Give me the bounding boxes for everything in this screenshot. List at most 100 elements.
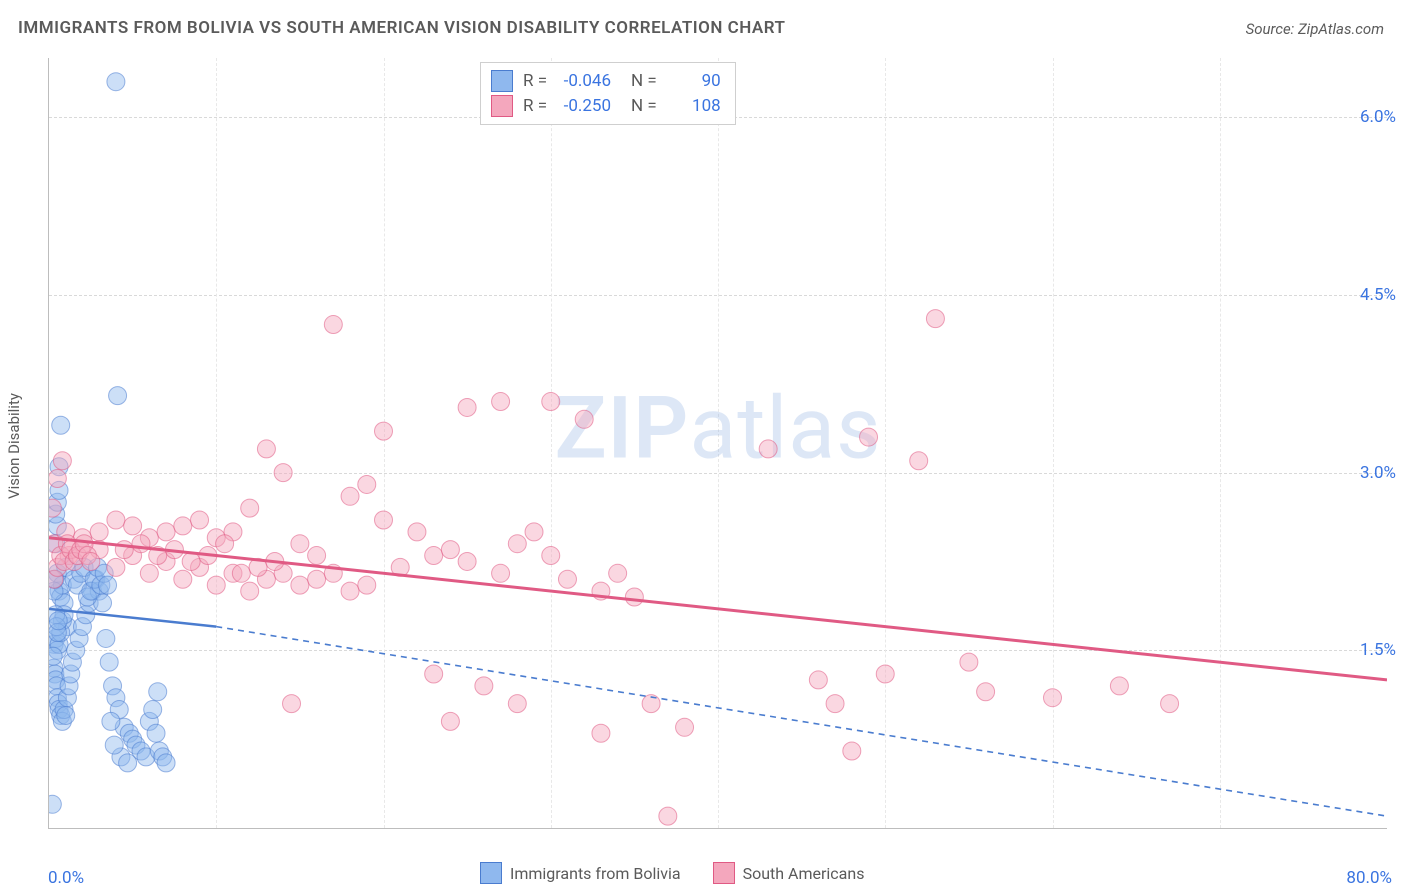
data-point (441, 541, 459, 559)
data-point (659, 807, 677, 825)
data-point (308, 570, 326, 588)
x-tick-label: 80.0% (1346, 868, 1392, 888)
legend-label: South Americans (743, 864, 865, 883)
data-point (475, 677, 493, 695)
data-point (107, 511, 125, 529)
data-point (575, 410, 593, 428)
data-point (341, 487, 359, 505)
data-point (257, 440, 275, 458)
data-point (441, 712, 459, 730)
data-point (82, 552, 100, 570)
data-point (115, 541, 133, 559)
data-point (308, 547, 326, 565)
data-point (100, 653, 118, 671)
trend-line (49, 538, 1387, 680)
legend-swatch (491, 70, 513, 92)
data-point (182, 552, 200, 570)
data-point (558, 570, 576, 588)
data-point (358, 576, 376, 594)
data-point (149, 683, 167, 701)
data-point (107, 73, 125, 91)
data-point (525, 523, 543, 541)
source-attribution: Source: ZipAtlas.com (1246, 20, 1384, 38)
data-point (144, 701, 162, 719)
data-point (1161, 695, 1179, 713)
data-point (140, 564, 158, 582)
chart-title: IMMIGRANTS FROM BOLIVIA VS SOUTH AMERICA… (18, 18, 786, 38)
data-point (53, 452, 71, 470)
data-point (609, 564, 627, 582)
data-point (216, 535, 234, 553)
data-point (57, 706, 75, 724)
r-label: R = (523, 69, 547, 94)
data-point (592, 724, 610, 742)
data-point (977, 683, 995, 701)
data-point (492, 393, 510, 411)
data-point (132, 535, 150, 553)
data-point (99, 576, 117, 594)
bottom-legend: Immigrants from Bolivia South Americans (480, 862, 864, 884)
data-point (508, 695, 526, 713)
data-point (341, 582, 359, 600)
n-value: 90 (667, 69, 721, 94)
data-point (324, 316, 342, 334)
data-point (90, 523, 108, 541)
data-point (174, 517, 192, 535)
trend-line-extrapolated (216, 627, 1387, 817)
data-point (119, 754, 137, 772)
data-point (492, 564, 510, 582)
data-point (508, 535, 526, 553)
data-point (109, 387, 127, 405)
data-point (241, 499, 259, 517)
data-point (860, 428, 878, 446)
data-point (157, 754, 175, 772)
data-point (174, 570, 192, 588)
data-point (843, 742, 861, 760)
legend-item: Immigrants from Bolivia (480, 862, 681, 884)
data-point (458, 552, 476, 570)
data-point (358, 475, 376, 493)
data-point (124, 517, 142, 535)
data-point (425, 665, 443, 683)
r-value: -0.250 (557, 94, 611, 119)
r-value: -0.046 (557, 69, 611, 94)
stats-row: R = -0.046 N = 90 (491, 69, 721, 94)
data-point (291, 535, 309, 553)
data-point (425, 547, 443, 565)
data-point (283, 695, 301, 713)
data-point (375, 422, 393, 440)
data-point (232, 564, 250, 582)
data-point (49, 647, 62, 665)
data-point (876, 665, 894, 683)
data-point (910, 452, 928, 470)
y-axis-label: Vision Disability (5, 393, 23, 499)
data-point (1044, 689, 1062, 707)
data-point (105, 736, 123, 754)
data-point (102, 712, 120, 730)
data-point (274, 464, 292, 482)
data-point (97, 629, 115, 647)
legend-swatch (491, 95, 513, 117)
n-value: 108 (667, 94, 721, 119)
data-point (241, 582, 259, 600)
data-point (147, 724, 165, 742)
data-point (49, 795, 61, 813)
n-label: N = (631, 94, 657, 119)
data-point (542, 393, 560, 411)
data-point (809, 671, 827, 689)
data-point (291, 576, 309, 594)
data-point (676, 718, 694, 736)
r-label: R = (523, 94, 547, 119)
data-point (191, 511, 209, 529)
data-point (375, 511, 393, 529)
data-point (49, 612, 67, 630)
data-point (49, 470, 66, 488)
data-point (625, 588, 643, 606)
stats-row: R = -0.250 N = 108 (491, 94, 721, 119)
data-point (1110, 677, 1128, 695)
data-point (826, 695, 844, 713)
legend-item: South Americans (713, 862, 865, 884)
n-label: N = (631, 69, 657, 94)
data-point (107, 558, 125, 576)
legend-swatch (713, 862, 735, 884)
